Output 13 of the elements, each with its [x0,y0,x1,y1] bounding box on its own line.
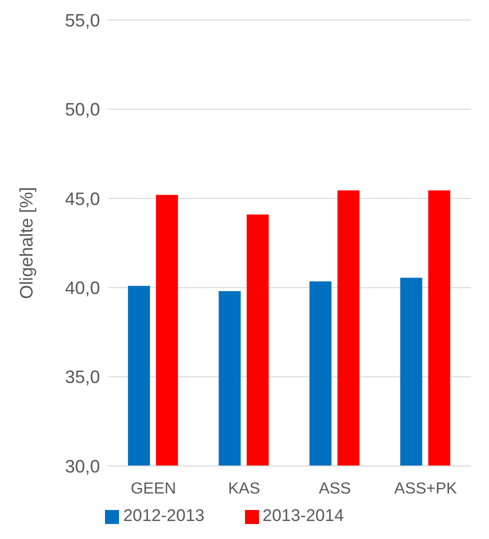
legend-label: 2013-2014 [262,506,344,525]
y-axis-title: Oligehalte [%] [16,186,36,300]
y-tick-label: 55,0 [64,10,100,30]
x-tick-label: ASS [318,480,351,498]
y-tick-label: 45,0 [64,188,100,209]
x-tick-label: ASS+PK [394,480,458,498]
y-tick-label: 50,0 [64,100,100,120]
y-tick-label: 35,0 [64,367,100,388]
y-tick-label: 30,0 [64,456,100,476]
x-tick-label: GEEN [130,480,176,498]
y-tick-label: 40,0 [64,278,100,298]
legend-label: 2012-2013 [123,506,204,525]
x-tick-label: KAS [228,480,260,498]
